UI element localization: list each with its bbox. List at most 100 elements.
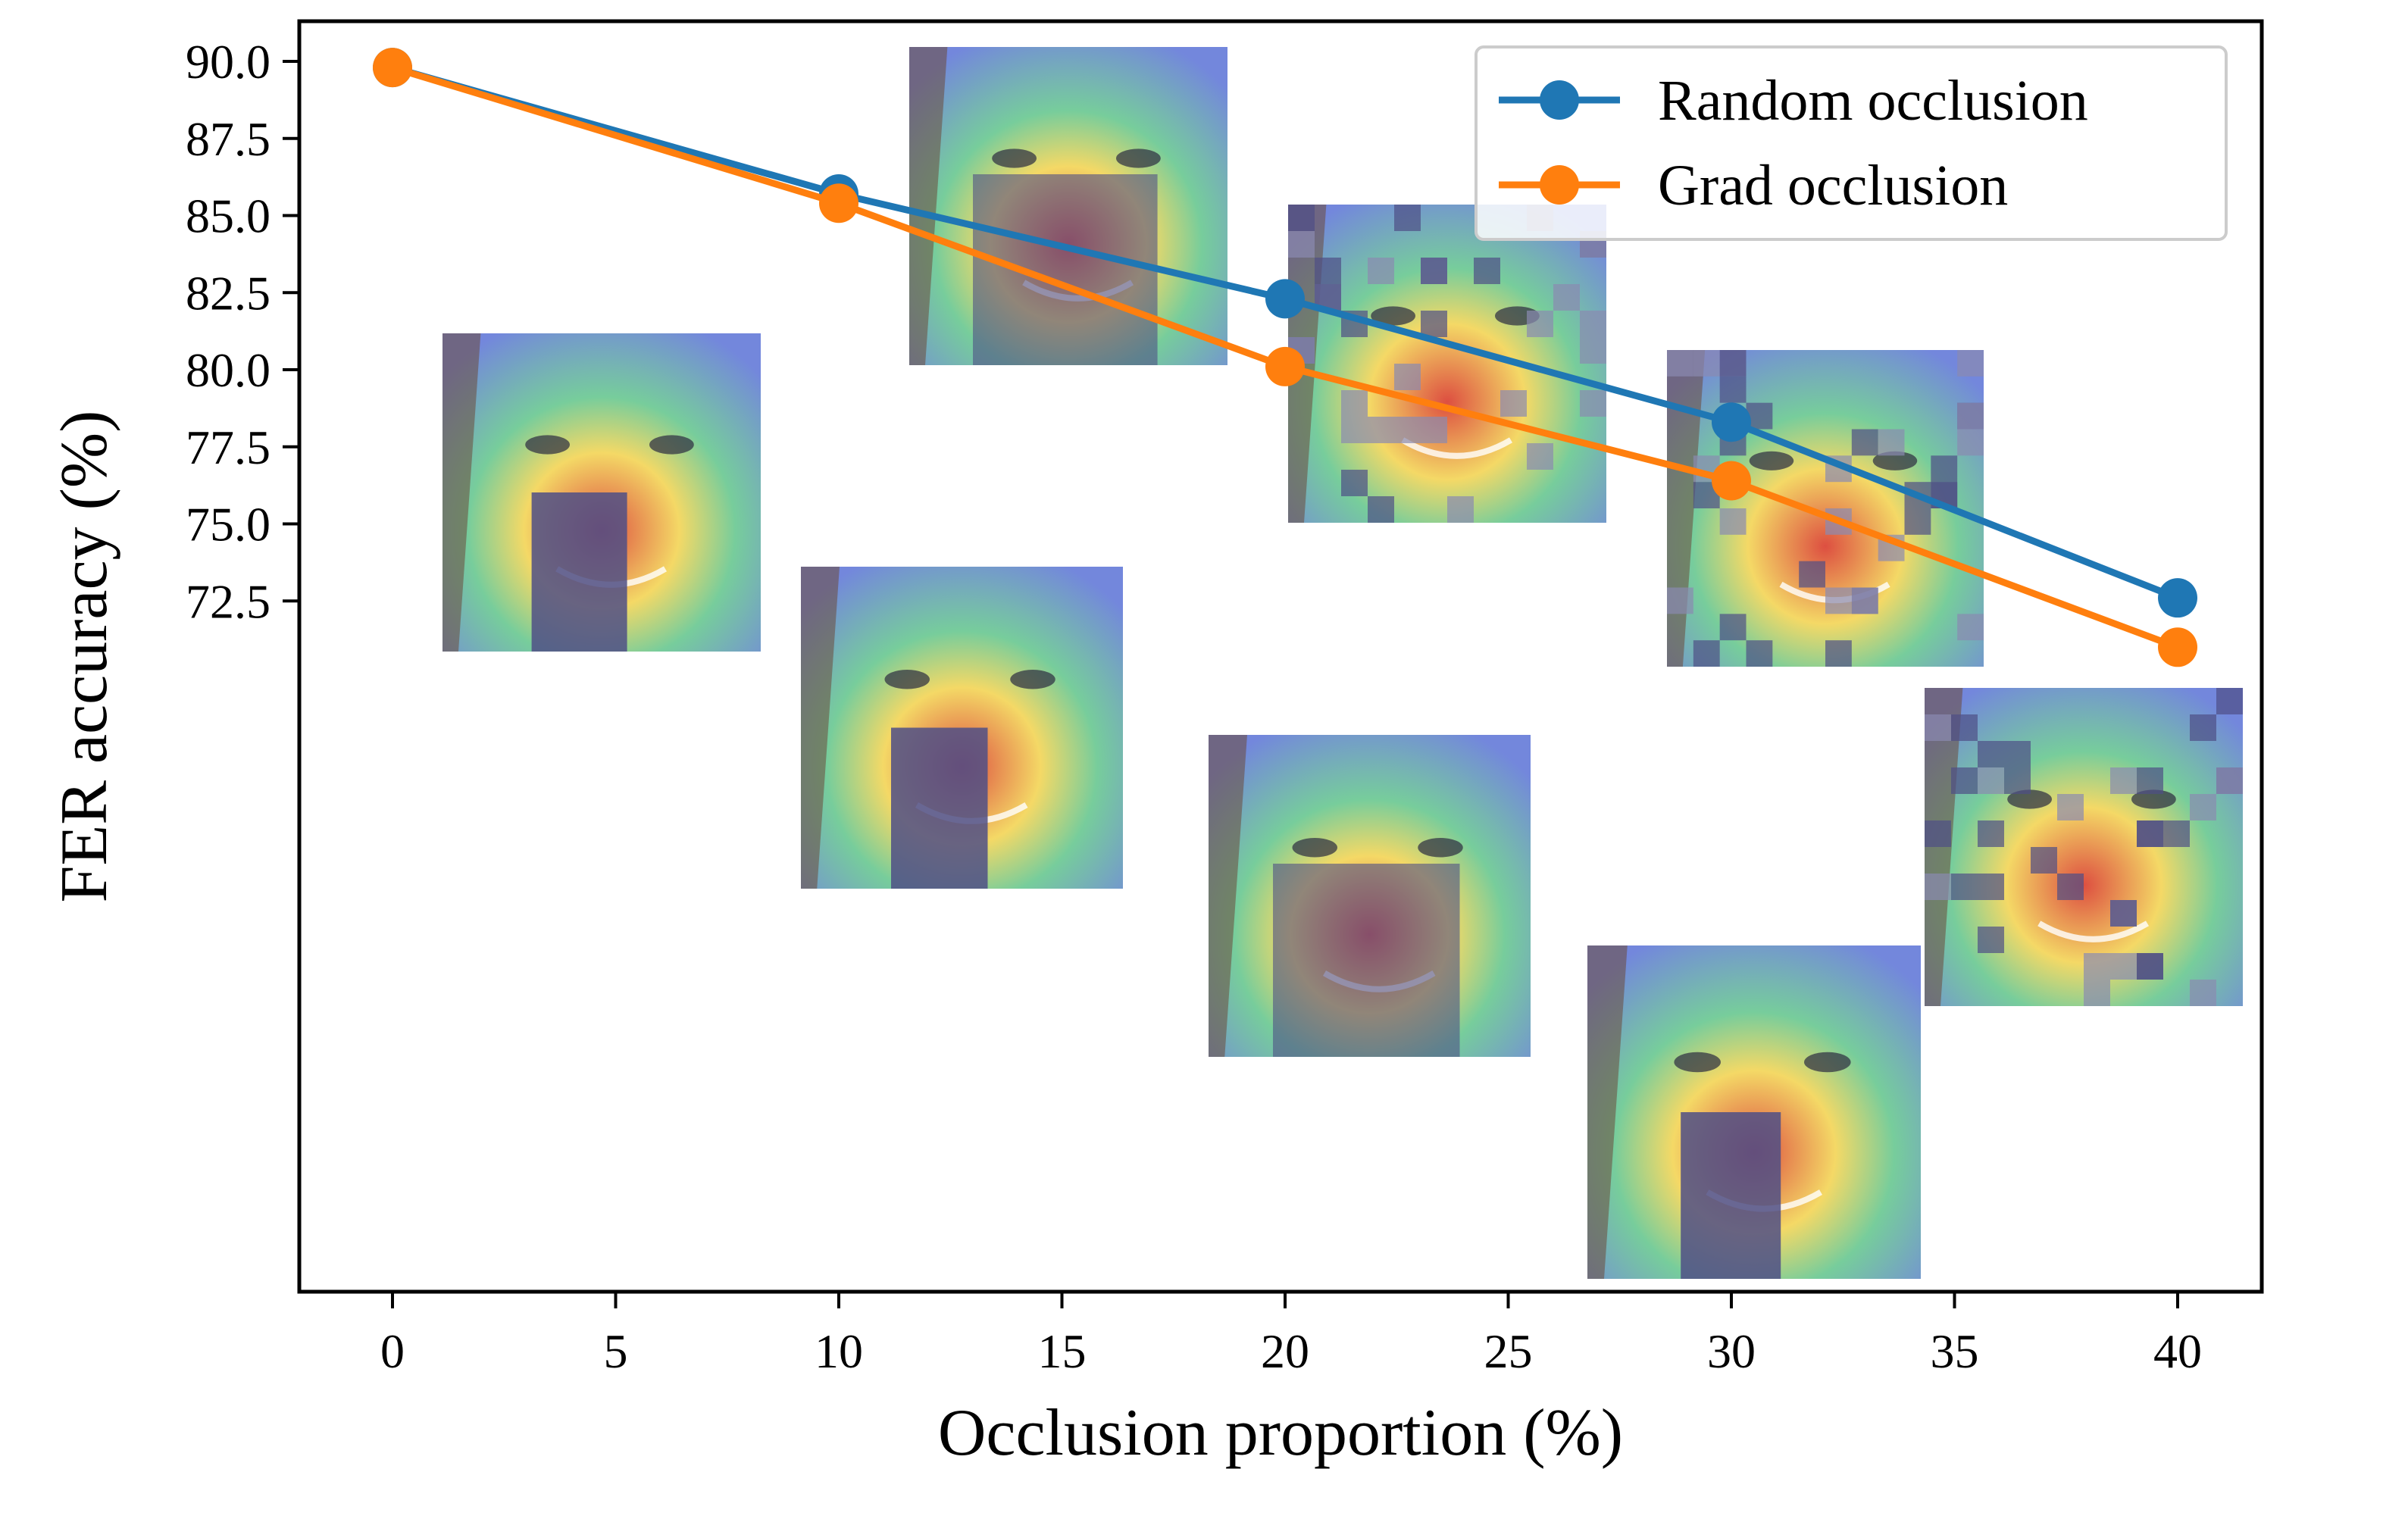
occlusion-patch: [1957, 429, 1984, 456]
left-eye: [1292, 838, 1337, 858]
occlusion-patch: [1341, 470, 1368, 496]
right-eye: [1116, 148, 1161, 168]
occlusion-patch: [1421, 311, 1447, 337]
occlusion-patch: [2004, 767, 2031, 794]
data-point-random: [2158, 578, 2197, 618]
occlusion-patch: [1719, 508, 1747, 535]
x-tick-label: 15: [1038, 1324, 1087, 1378]
face-heatmap-thumbnail: [443, 333, 761, 652]
y-tick-label: 80.0: [186, 343, 271, 397]
x-tick-label: 35: [1931, 1324, 1979, 1378]
x-tick-label: 30: [1707, 1324, 1756, 1378]
right-eye: [1010, 670, 1055, 689]
data-point-grad: [2158, 627, 2197, 667]
occlusion-patch: [1957, 614, 1984, 641]
face-heatmap-thumbnail: [1288, 205, 1606, 523]
left-eye: [525, 435, 570, 455]
x-tick-label: 40: [2153, 1324, 2202, 1378]
occlusion-patch: [1527, 443, 1553, 470]
occlusion-patch: [1931, 455, 1958, 483]
face-heatmap-thumbnail: [1587, 945, 1921, 1279]
occlusion-patch: [1799, 561, 1825, 588]
x-tick-label: 10: [815, 1324, 863, 1378]
occlusion-patch: [1951, 714, 1978, 741]
x-tick-label: 25: [1484, 1324, 1533, 1378]
data-point-grad: [819, 183, 858, 223]
occlusion-patch: [2004, 741, 2031, 767]
occlusion-patch: [2216, 688, 2243, 714]
occlusion-patch: [2190, 714, 2216, 741]
occlusion-block: [891, 727, 988, 889]
occlusion-patch: [2057, 794, 2084, 820]
x-tick-label: 20: [1261, 1324, 1309, 1378]
occlusion-patch: [1693, 640, 1720, 667]
occlusion-block: [1681, 1112, 1781, 1279]
y-tick-label: 82.5: [186, 266, 271, 320]
occlusion-patch: [1421, 417, 1447, 443]
occlusion-patch: [1341, 417, 1368, 443]
occlusion-patch: [1527, 311, 1553, 337]
occlusion-patch: [1368, 258, 1394, 284]
occlusion-patch: [1693, 350, 1720, 377]
y-tick-label: 90.0: [186, 35, 271, 89]
occlusion-patch: [2137, 953, 2163, 980]
x-axis-label: Occlusion proportion (%): [938, 1396, 1623, 1470]
x-tick-label: 5: [604, 1324, 628, 1378]
occlusion-patch: [1288, 231, 1315, 258]
occlusion-patch: [2110, 767, 2137, 794]
legend-label-random: Random occlusion: [1658, 69, 2088, 133]
y-tick-label: 87.5: [186, 112, 271, 166]
occlusion-patch: [2110, 953, 2137, 980]
occlusion-block: [531, 492, 627, 652]
occlusion-patch: [1667, 587, 1693, 614]
y-tick-label: 77.5: [186, 420, 271, 474]
occlusion-patch: [1851, 587, 1878, 614]
data-point-random: [1265, 279, 1305, 319]
occlusion-patch: [1951, 874, 1978, 900]
face-heatmap-layer: [443, 47, 2243, 1279]
face-heatmap-thumbnail: [909, 47, 1227, 365]
y-axis-label: FER accuracy (%): [48, 411, 121, 903]
occlusion-patch: [1978, 767, 2004, 794]
occlusion-patch: [2084, 980, 2110, 1006]
occlusion-patch: [1978, 874, 2004, 900]
y-tick-label: 72.5: [186, 574, 271, 628]
data-point-grad: [1712, 461, 1751, 501]
occlusion-patch: [2031, 847, 2057, 874]
hair-shape: [443, 333, 481, 652]
smile: [2037, 920, 2150, 942]
smile: [1401, 437, 1513, 459]
x-tick-label: 0: [380, 1324, 405, 1378]
right-eye: [649, 435, 694, 455]
right-eye: [2131, 789, 2176, 809]
y-tick-label: 85.0: [186, 189, 271, 243]
data-point-grad: [1265, 346, 1305, 386]
occlusion-patch: [1978, 741, 2004, 767]
occlusion-patch: [1746, 640, 1773, 667]
occlusion-patch: [1394, 205, 1421, 231]
legend-box: [1475, 45, 2228, 241]
data-point-grad: [373, 48, 412, 88]
face-heatmap-thumbnail: [1667, 350, 1984, 667]
left-eye: [2007, 789, 2053, 809]
occlusion-patch: [1825, 640, 1852, 667]
left-eye: [1674, 1052, 1721, 1073]
plot-frame: [297, 19, 2264, 1294]
occlusion-patch: [1719, 350, 1747, 377]
hair-shape: [1587, 945, 1628, 1279]
occlusion-patch: [1925, 874, 1951, 900]
occlusion-patch: [1368, 417, 1394, 443]
hair-shape: [1209, 735, 1247, 1057]
occlusion-patch: [1394, 364, 1421, 390]
series-layer: [373, 48, 2197, 667]
occlusion-patch: [1421, 258, 1447, 284]
occlusion-patch: [2190, 980, 2216, 1006]
occlusion-patch: [1957, 350, 1984, 377]
face-heatmap-thumbnail: [1209, 735, 1531, 1057]
occlusion-patch: [1978, 927, 2004, 953]
occlusion-patch: [2216, 767, 2243, 794]
left-eye: [884, 670, 930, 689]
face-heatmap-thumbnail: [801, 567, 1123, 889]
left-eye: [1371, 306, 1415, 326]
